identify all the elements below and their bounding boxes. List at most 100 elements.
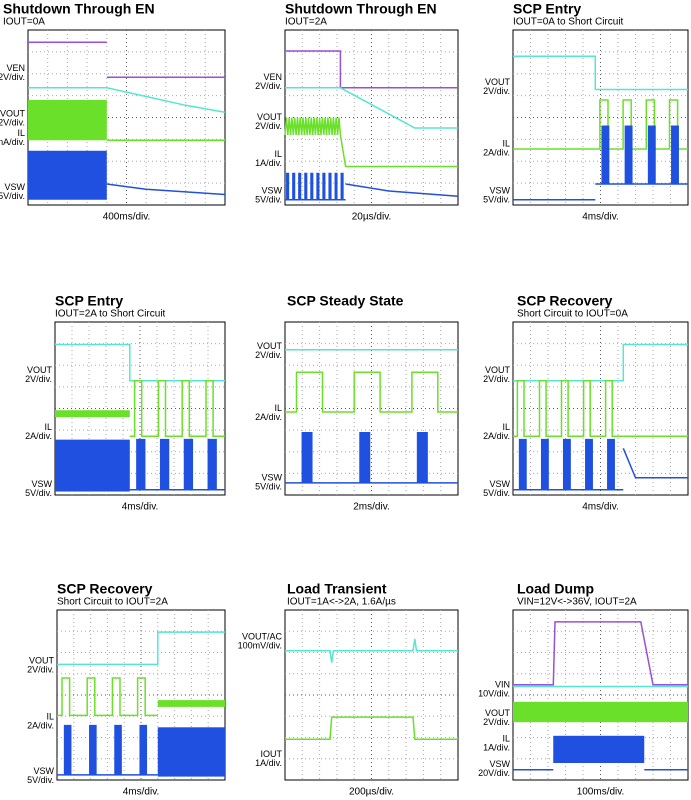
waveform [285, 50, 458, 89]
waveform [129, 380, 225, 437]
channel-name: VSW [33, 766, 54, 776]
waveform-band [157, 700, 225, 707]
timebase: 200µs/div. [349, 787, 394, 798]
channel-name: IL [46, 712, 54, 722]
waveform [513, 621, 688, 686]
panel-title: SCP Entry [55, 293, 123, 309]
channel-name: VSW [261, 472, 282, 482]
channel-name: VEN [6, 63, 25, 73]
scope-panel: Shutdown Through ENIOUT=2AVEN2V/div.VOUT… [255, 1, 459, 223]
channel-scale: 2V/div. [0, 72, 25, 82]
channel-scale: 10V/div. [478, 688, 510, 698]
channel-scale: 2A/div. [483, 431, 510, 441]
channel-scale: 1A/div. [255, 758, 282, 768]
waveform [285, 431, 458, 484]
channel-name: VSW [489, 759, 510, 769]
waveform-band [55, 439, 130, 492]
waveform [513, 55, 688, 91]
channel-scale: 5V/div. [483, 195, 510, 205]
waveform-band [28, 100, 107, 141]
channel-name: IL [44, 422, 52, 432]
channel-scale: 5V/div. [255, 195, 282, 205]
channel-scale: 2V/div. [483, 717, 510, 727]
channel-name: IL [274, 149, 282, 159]
channel-scale: 5V/div. [255, 481, 282, 491]
channel-name: VEN [263, 72, 282, 82]
channel-scale: 5V/div. [27, 775, 54, 785]
channel-name: VIN [495, 679, 510, 689]
channel-scale: 5V/div. [483, 488, 510, 498]
channel-name: VOUT [485, 708, 511, 718]
channel-name: VOUT [485, 77, 511, 87]
channel-scale: 2V/div. [255, 81, 282, 91]
waveform-band [553, 735, 645, 763]
waveform-band [157, 727, 225, 777]
waveform-band [513, 701, 688, 723]
waveform [513, 438, 624, 491]
timebase: 4ms/div. [582, 212, 619, 223]
channel-scale: 2V/div. [255, 121, 282, 131]
channel-name: VSW [489, 186, 510, 196]
channel-name: IL [502, 734, 510, 744]
channel-scale: 1A/div. [255, 158, 282, 168]
panel-title: Shutdown Through EN [285, 1, 437, 17]
panel-subtitle: IOUT=0A [3, 17, 45, 28]
waveform [55, 343, 225, 382]
panel-title: Shutdown Through EN [3, 1, 155, 17]
timebase: 4ms/div. [122, 502, 159, 513]
channel-name: VOUT [257, 112, 283, 122]
channel-scale: 2V/div. [0, 118, 25, 128]
waveform [285, 87, 458, 129]
timebase: 100ms/div. [577, 787, 625, 798]
channel-name: VOUT/AC [242, 632, 283, 642]
waveform [57, 631, 225, 666]
panel-title: Load Transient [287, 581, 387, 597]
channel-scale: 5V/div. [0, 191, 25, 201]
waveform [622, 448, 688, 479]
waveform [284, 117, 342, 136]
channel-name: VSW [261, 186, 282, 196]
channel-name: VOUT [485, 365, 511, 375]
channel-name: VOUT [29, 655, 55, 665]
channel-name: VSW [4, 182, 25, 192]
panel-subtitle: Short Circuit to IOUT=2A [57, 597, 168, 608]
channel-scale: 2V/div. [255, 350, 282, 360]
panel-title: SCP Recovery [517, 293, 613, 309]
channel-scale: 200mA/div. [0, 137, 25, 147]
waveform [285, 371, 458, 413]
scope-panel: Shutdown Through ENIOUT=0AVEN2V/div.VOUT… [0, 1, 226, 223]
waveform [57, 724, 158, 776]
timebase: 4ms/div. [123, 787, 160, 798]
channel-scale: 1A/div. [483, 743, 510, 753]
panel-subtitle: IOUT=2A [285, 17, 327, 28]
channel-name: VOUT [27, 365, 53, 375]
channel-scale: 2V/div. [25, 374, 52, 384]
waveform [513, 380, 624, 437]
panel-title: Load Dump [517, 581, 594, 597]
panel-subtitle: VIN=12V<->36V, IOUT=2A [517, 597, 637, 608]
panel-title: SCP Steady State [287, 293, 404, 309]
panel-subtitle: Short Circuit to IOUT=0A [517, 309, 628, 320]
panel-subtitle: IOUT=0A to Short Circuit [513, 17, 624, 28]
channel-name: IOUT [261, 749, 283, 759]
channel-scale: 2A/div. [27, 721, 54, 731]
panel-title: SCP Entry [513, 1, 581, 17]
channel-name: IL [502, 138, 510, 148]
channel-scale: 2A/div. [25, 431, 52, 441]
waveform [129, 438, 225, 491]
panel-title: SCP Recovery [57, 581, 153, 597]
waveform [285, 172, 346, 201]
panel-subtitle: IOUT=2A to Short Circuit [55, 309, 166, 320]
waveform [595, 125, 688, 185]
waveform-band [28, 150, 107, 200]
waveform [106, 183, 226, 196]
